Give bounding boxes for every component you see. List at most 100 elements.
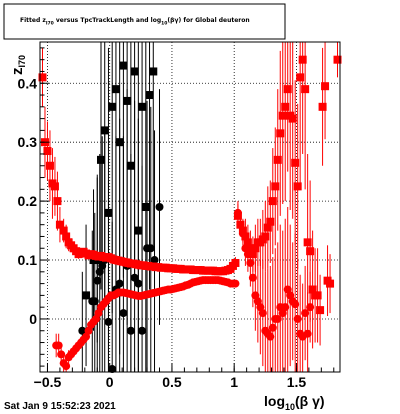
marker-square-s0 [123, 96, 132, 105]
marker-square-s2 [62, 232, 71, 241]
marker-circle-s1 [104, 317, 113, 326]
marker-square-s2 [43, 147, 52, 156]
marker-circle-s3 [248, 273, 257, 282]
marker-square-s2 [298, 55, 307, 64]
marker-circle-s1 [90, 297, 99, 306]
title-box: Fitted zI70 versus TpcTrackLength and lo… [3, 3, 286, 40]
marker-square-s2 [326, 279, 335, 288]
marker-circle-s3 [243, 250, 252, 259]
marker-circle-s3 [231, 279, 240, 288]
marker-square-s0 [149, 67, 158, 76]
marker-circle-s3 [57, 350, 66, 359]
x-tick-label: 1 [230, 374, 238, 390]
marker-square-s0 [119, 61, 128, 70]
marker-square-s0 [111, 85, 120, 94]
marker-circle-s1 [78, 326, 87, 335]
marker-square-s2 [55, 220, 64, 229]
marker-square-s2 [273, 155, 282, 164]
marker-square-s2 [288, 114, 297, 123]
marker-square-s2 [59, 226, 68, 235]
marker-circle-s3 [306, 303, 315, 312]
marker-circle-s1 [155, 203, 164, 211]
y-axis-title: zI70 [9, 55, 27, 75]
y-tick-label: 0.4 [18, 75, 38, 91]
marker-square-s0 [100, 126, 109, 135]
marker-circle-s1 [119, 309, 128, 318]
marker-square-s2 [283, 85, 292, 94]
marker-circle-s1 [146, 244, 155, 253]
marker-square-s2 [316, 306, 325, 315]
marker-circle-s3 [273, 314, 282, 323]
marker-square-s0 [82, 291, 91, 300]
marker-square-s0 [104, 208, 113, 217]
marker-circle-s3 [291, 300, 300, 309]
marker-square-s0 [141, 203, 150, 211]
marker-square-s2 [231, 258, 240, 267]
marker-square-s2 [271, 182, 280, 191]
marker-square-s0 [130, 67, 139, 76]
marker-square-s2 [50, 182, 59, 191]
marker-square-s2 [318, 102, 327, 111]
y-tick-label: 0 [29, 311, 37, 327]
marker-circle-s1 [130, 273, 139, 282]
x-tick-label: 0.5 [162, 374, 182, 390]
marker-circle-s3 [303, 329, 312, 338]
marker-square-s2 [261, 232, 270, 241]
marker-circle-s1 [126, 326, 135, 335]
title-box-frame [3, 3, 286, 40]
marker-square-s2 [243, 238, 252, 247]
marker-square-s2 [296, 73, 305, 82]
marker-square-s0 [96, 155, 105, 164]
marker-circle-s3 [246, 258, 255, 267]
marker-square-s2 [251, 244, 260, 253]
x-tick-label: −0.5 [34, 374, 62, 390]
marker-square-s2 [53, 197, 62, 206]
marker-circle-s1 [115, 279, 124, 288]
marker-square-s2 [321, 82, 330, 91]
marker-square-s2 [281, 102, 290, 111]
marker-square-s2 [333, 55, 342, 64]
marker-square-s2 [246, 244, 255, 253]
marker-square-s2 [293, 182, 302, 191]
marker-circle-s3 [266, 332, 275, 341]
marker-circle-s3 [268, 323, 277, 332]
marker-square-s2 [308, 285, 317, 294]
marker-circle-s3 [301, 309, 310, 318]
marker-square-s2 [306, 247, 315, 256]
marker-circle-s1 [138, 326, 147, 335]
marker-square-s0 [126, 161, 135, 170]
timestamp: Sat Jan 9 15:52:23 2021 [4, 401, 116, 412]
marker-circle-s3 [281, 303, 290, 312]
y-tick-label: 0.1 [18, 252, 38, 268]
marker-square-s0 [134, 226, 143, 235]
marker-circle-s3 [258, 309, 267, 318]
x-axis-title: log10(β γ) [264, 393, 325, 412]
marker-square-s2 [291, 158, 300, 167]
marker-circle-s1 [134, 279, 143, 288]
marker-circle-s3 [238, 229, 247, 238]
marker-square-s2 [301, 85, 310, 94]
marker-square-s0 [145, 91, 154, 100]
y-tick-label: 0.3 [18, 134, 38, 150]
data-markers [38, 55, 342, 374]
marker-circle-s1 [150, 256, 159, 265]
marker-circle-s1 [93, 276, 102, 285]
marker-square-s2 [303, 238, 312, 247]
y-tick-label: 0.2 [18, 193, 38, 209]
marker-square-s2 [263, 223, 272, 232]
x-tick-label: 1.5 [287, 374, 307, 390]
axes: −0.5 0 0.5 1 1.5 0 0.1 0.2 0.3 0.4 [18, 47, 335, 390]
marker-square-s0 [108, 102, 117, 111]
marker-square-s2 [266, 217, 275, 226]
marker-square-s0 [138, 102, 147, 111]
marker-square-s2 [248, 250, 257, 259]
marker-square-s2 [276, 129, 285, 138]
marker-square-s2 [45, 161, 54, 170]
marker-square-s2 [38, 73, 47, 82]
marker-circle-s3 [54, 341, 63, 350]
marker-square-s2 [268, 197, 277, 206]
marker-circle-s3 [293, 314, 302, 323]
marker-circle-s3 [233, 208, 242, 217]
marker-square-s2 [313, 291, 322, 300]
